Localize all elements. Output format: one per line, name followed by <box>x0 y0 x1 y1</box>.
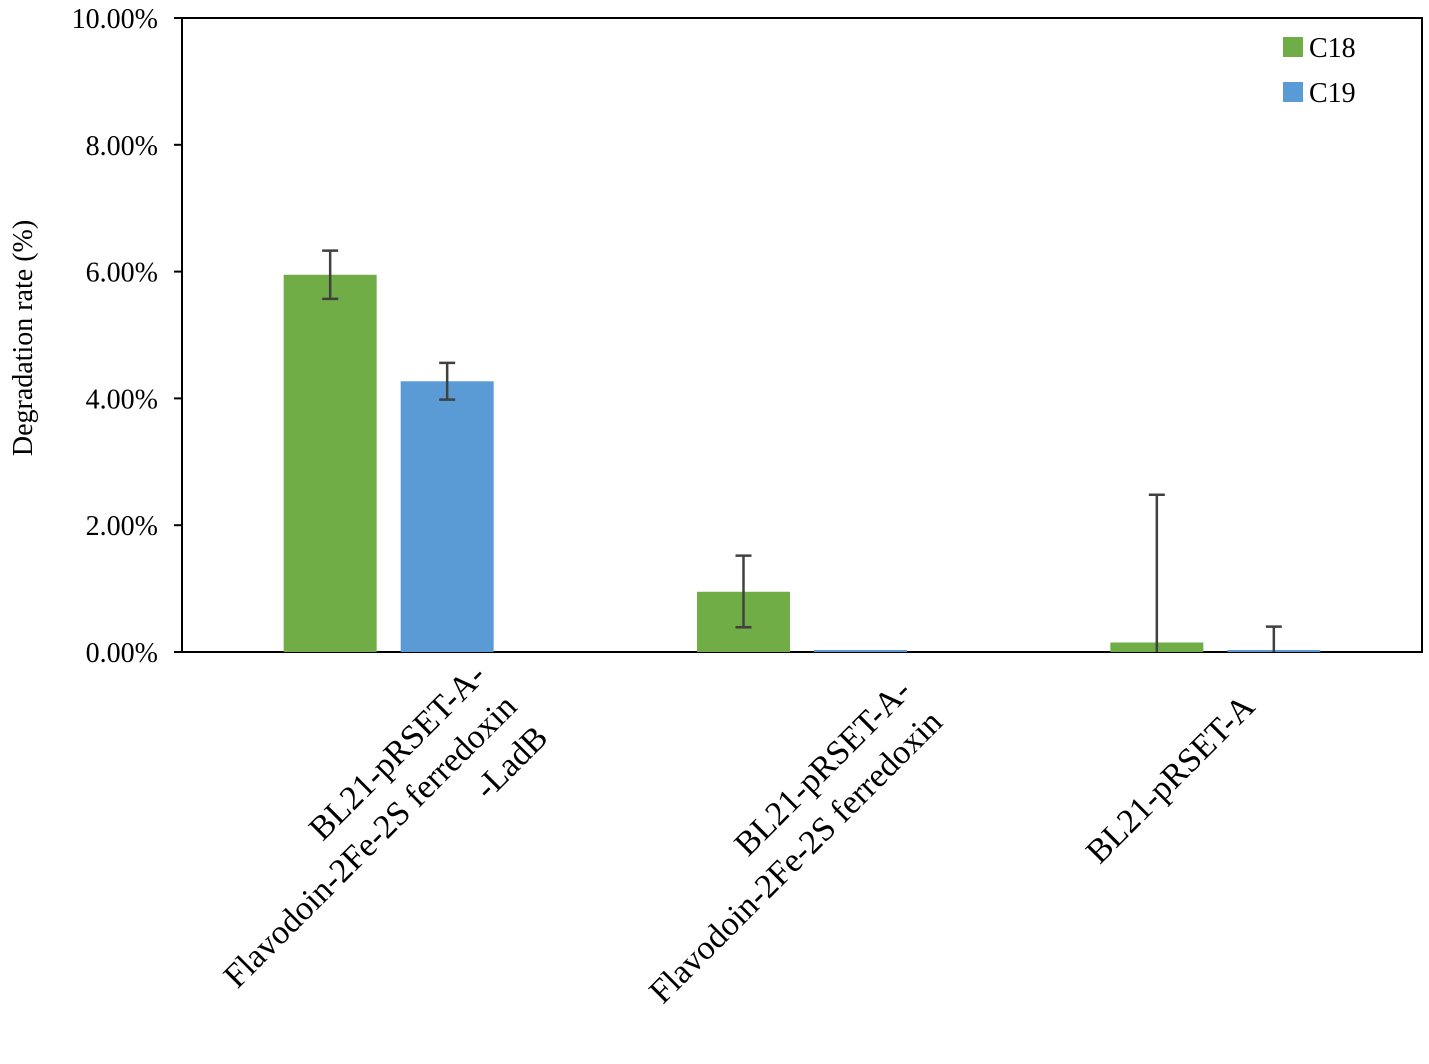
y-axis: 0.00% 2.00% 4.00% 6.00% 8.00% 10.00% <box>72 4 182 669</box>
y-tick-label: 4.00% <box>86 384 158 415</box>
category-label-2: BL21-pRSET-A-Flavodoin-2Fe-2S ferredoxin <box>642 672 949 1011</box>
legend-swatch-c19 <box>1283 82 1303 102</box>
y-tick-label: 6.00% <box>86 258 158 289</box>
category-label-1: BL21-pRSET-A-Flavodoin-2Fe-2S ferredoxin… <box>217 657 555 995</box>
legend-label-c18: C18 <box>1309 33 1356 64</box>
error-bar-c18-3 <box>1148 493 1165 652</box>
y-tick-label: 10.00% <box>72 4 158 35</box>
bar-c19-1 <box>400 381 494 652</box>
y-tick-label: 0.00% <box>86 638 158 669</box>
error-bar-c19-1 <box>439 361 456 401</box>
bar-c18-1 <box>283 274 377 652</box>
category-label-line: Flavodoin-2Fe-2S ferredoxin <box>642 704 949 1011</box>
plot-border <box>181 17 1423 653</box>
bars <box>283 274 1321 652</box>
error-bar-c19-3 <box>1265 625 1282 652</box>
error-bars <box>322 249 1282 652</box>
category-label-line: Flavodoin-2Fe-2S ferredoxin <box>217 688 524 995</box>
legend-label-c19: C19 <box>1309 78 1356 109</box>
category-label-3: BL21-pRSET-A <box>1079 688 1262 871</box>
category-label-line: BL21-pRSET-A <box>1079 688 1262 871</box>
error-bar-c18-2 <box>735 554 752 629</box>
y-axis-title: Degradation rate (%) <box>8 220 39 456</box>
legend-swatch-c18 <box>1283 37 1303 57</box>
x-axis-labels: BL21-pRSET-A-Flavodoin-2Fe-2S ferredoxin… <box>217 657 1263 1011</box>
y-tick-label: 2.00% <box>86 511 158 542</box>
error-bar-c18-1 <box>322 249 339 301</box>
y-tick-label: 8.00% <box>86 131 158 162</box>
bar-c19-2 <box>814 650 907 652</box>
plot-frame <box>181 17 1423 653</box>
